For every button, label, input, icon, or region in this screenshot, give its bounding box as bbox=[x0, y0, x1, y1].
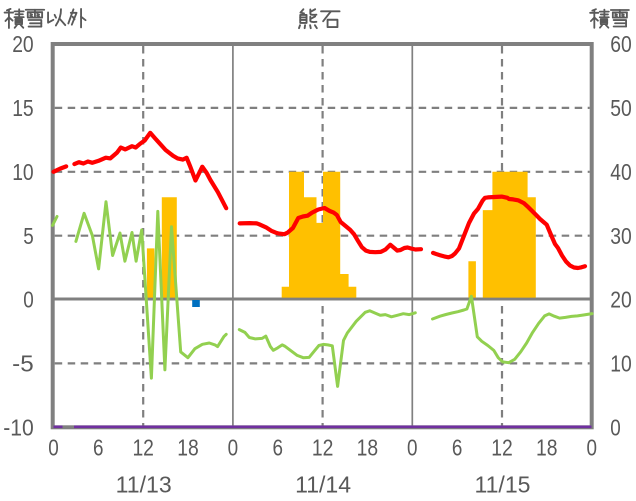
svg-text:0: 0 bbox=[407, 435, 418, 461]
svg-text:0: 0 bbox=[23, 287, 34, 313]
svg-text:60: 60 bbox=[610, 31, 632, 57]
svg-text:11/13: 11/13 bbox=[116, 471, 172, 497]
svg-text:11/15: 11/15 bbox=[475, 471, 531, 497]
svg-text:40: 40 bbox=[610, 159, 632, 185]
svg-text:0: 0 bbox=[586, 435, 597, 461]
svg-text:10: 10 bbox=[610, 351, 632, 377]
svg-text:6: 6 bbox=[93, 435, 104, 461]
svg-text:-10: -10 bbox=[3, 415, 34, 441]
svg-text:12: 12 bbox=[491, 435, 513, 461]
svg-text:0: 0 bbox=[610, 415, 621, 441]
svg-text:0: 0 bbox=[228, 435, 239, 461]
svg-text:5: 5 bbox=[23, 223, 34, 249]
svg-text:0: 0 bbox=[48, 435, 59, 461]
svg-text:18: 18 bbox=[536, 435, 558, 461]
svg-text:50: 50 bbox=[610, 95, 632, 121]
svg-text:-5: -5 bbox=[12, 351, 34, 377]
svg-text:6: 6 bbox=[452, 435, 463, 461]
svg-text:18: 18 bbox=[357, 435, 379, 461]
svg-text:30: 30 bbox=[610, 223, 632, 249]
svg-text:12: 12 bbox=[312, 435, 334, 461]
svg-text:6: 6 bbox=[273, 435, 284, 461]
svg-text:20: 20 bbox=[12, 31, 34, 57]
svg-text:10: 10 bbox=[12, 159, 34, 185]
svg-text:12: 12 bbox=[132, 435, 154, 461]
svg-text:11/14: 11/14 bbox=[295, 471, 351, 497]
svg-text:20: 20 bbox=[610, 287, 632, 313]
svg-text:18: 18 bbox=[177, 435, 199, 461]
svg-text:15: 15 bbox=[12, 95, 34, 121]
